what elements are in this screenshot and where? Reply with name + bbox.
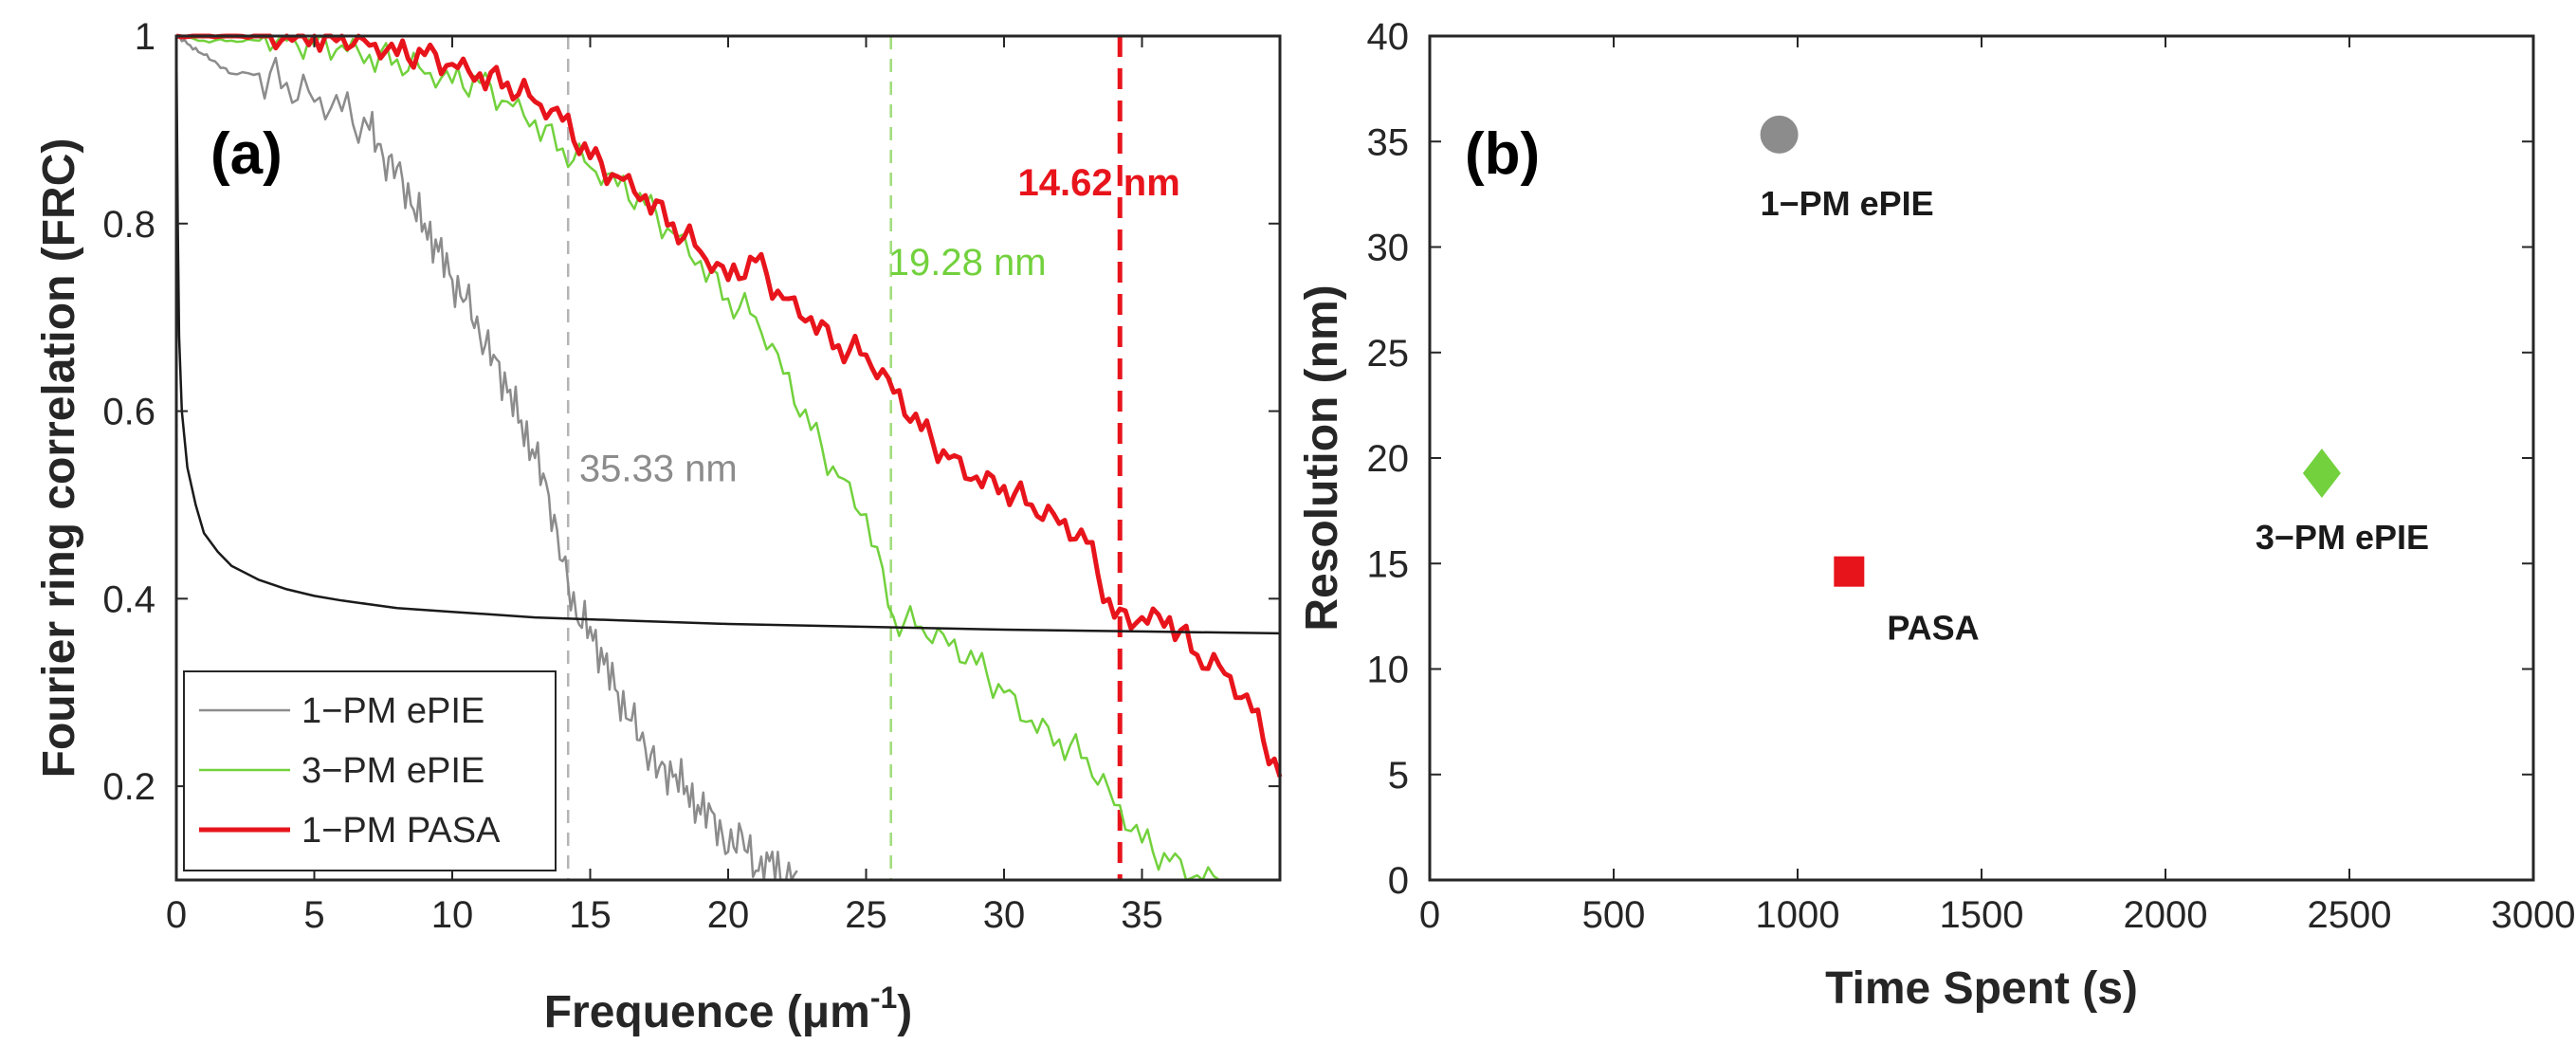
x-tick-label: 10 — [431, 894, 474, 936]
resolution-annotation-14-62-nm: 14.62 nm — [1018, 162, 1180, 204]
legend-entry-3pm-epie: 3−PM ePIE — [301, 751, 484, 791]
y-tick-label: 10 — [1367, 650, 1410, 691]
frc-x-axis-label: Frequence (μm-1) — [544, 981, 913, 1037]
y-tick-label: 1 — [135, 16, 155, 58]
y-tick-label: 40 — [1367, 16, 1410, 58]
y-tick-label: 30 — [1367, 228, 1410, 269]
x-tick-label: 0 — [166, 894, 187, 936]
x-tick-label: 5 — [303, 894, 324, 936]
point-1-pm-epie — [1760, 115, 1799, 154]
panel-b-label: (b) — [1465, 121, 1540, 187]
frc-y-axis-label: Fourier ring correlation (FRC) — [34, 138, 84, 779]
series-line-3-pm-epie — [175, 34, 1225, 882]
panel-a-label: (a) — [210, 121, 283, 187]
y-tick-label: 25 — [1367, 333, 1410, 375]
y-tick-label: 0.8 — [102, 204, 155, 246]
y-tick-label: 5 — [1388, 755, 1409, 797]
resolution-vs-time-chart: 0 500 1000 1500 2000 2500 3000 0 5 10 15 20 25 30 35 40… — [1297, 16, 2575, 1014]
x-tick-label: 1000 — [1756, 894, 1840, 936]
resolution-annotation-19-28-nm: 19.28 nm — [888, 242, 1047, 284]
series-line-threshold — [174, 35, 1281, 635]
time-x-axis-label: Time Spent (s) — [1825, 963, 2138, 1014]
legend: 1−PM ePIE 3−PM ePIE 1−PM PASA — [183, 670, 557, 871]
x-tick-label: 2000 — [2124, 894, 2208, 936]
y-tick-label: 35 — [1367, 121, 1410, 163]
point-pasa — [1834, 556, 1865, 587]
point-label-pasa: PASA — [1887, 609, 1979, 648]
y-tick-label: 0.2 — [102, 766, 155, 808]
y-tick-label: 0.4 — [102, 578, 155, 620]
series-line-1-pm-epie — [175, 34, 798, 882]
x-tick-label: 30 — [983, 894, 1026, 936]
x-tick-label: 1500 — [1940, 894, 2024, 936]
resolution-y-axis-label: Resolution (nm) — [1297, 284, 1347, 631]
legend-entry-1pm-epie: 1−PM ePIE — [301, 691, 484, 731]
x-tick-label: 0 — [1419, 894, 1440, 936]
legend-entry-1pm-pasa: 1−PM PASA — [301, 811, 501, 851]
x-tick-label: 20 — [707, 894, 750, 936]
y-tick-label: 20 — [1367, 438, 1410, 480]
x-tick-label: 500 — [1582, 894, 1646, 936]
point-3-pm-epie — [2302, 449, 2341, 499]
y-tick-label: 15 — [1367, 543, 1410, 585]
frc-chart: 0 5 10 15 20 25 30 35 0.2 0.4 0.6 0.8 1 (a) Fourier … — [34, 16, 1283, 1037]
point-label-1-pm-epie: 1−PM ePIE — [1761, 184, 1934, 223]
x-tick-label: 3000 — [2492, 894, 2576, 936]
point-label-3-pm-epie: 3−PM ePIE — [2256, 518, 2429, 557]
y-tick-label: 0.6 — [102, 392, 155, 433]
resolution-annotation-35-33-nm: 35.33 nm — [579, 449, 738, 490]
x-tick-label: 15 — [569, 894, 612, 936]
x-tick-label: 25 — [845, 894, 887, 936]
x-tick-label: 35 — [1121, 894, 1163, 936]
y-tick-label: 0 — [1388, 860, 1409, 902]
x-tick-label: 2500 — [2308, 894, 2392, 936]
